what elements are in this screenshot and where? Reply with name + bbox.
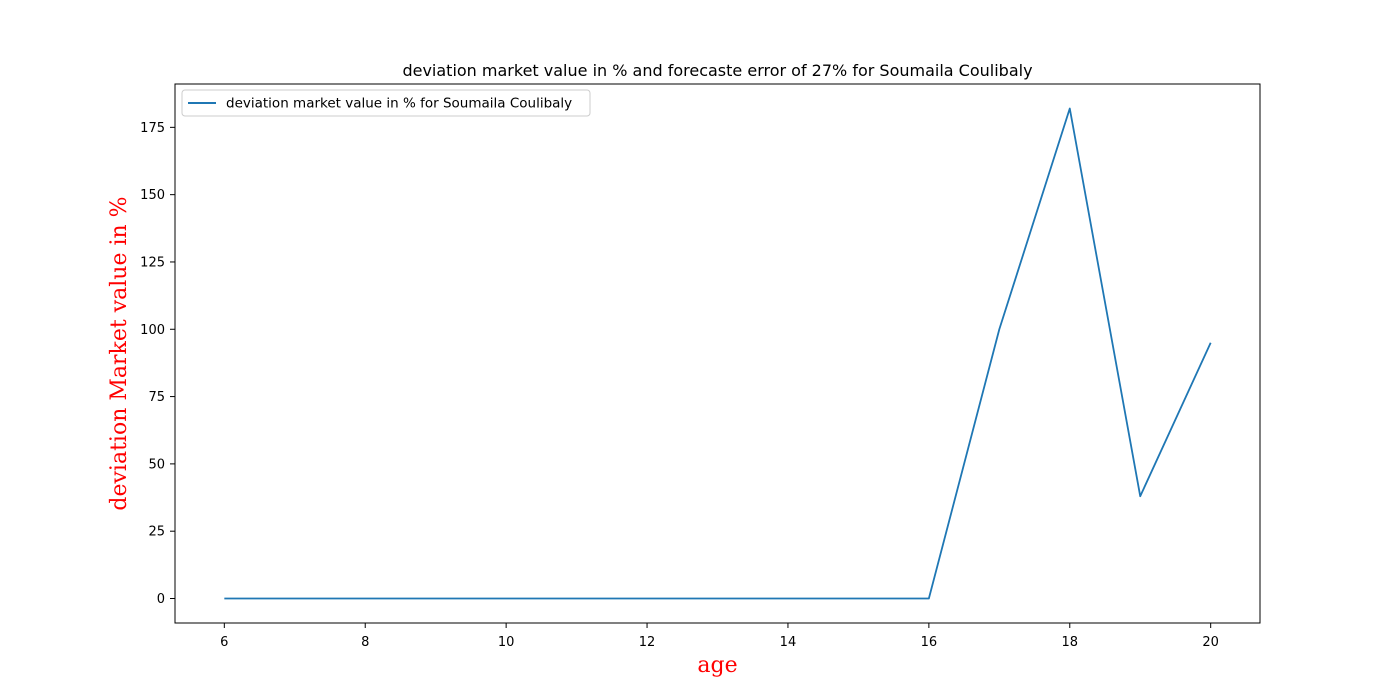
y-tick-label: 150 <box>140 188 165 203</box>
series-line-0 <box>224 107 1212 600</box>
x-tick-label: 10 <box>498 635 515 650</box>
legend-entry-label: deviation market value in % for Soumaila… <box>226 96 572 112</box>
x-tick-label: 6 <box>220 635 228 650</box>
y-tick-label: 0 <box>157 592 165 607</box>
y-tick-label: 100 <box>140 323 165 338</box>
x-tick-label: 12 <box>639 635 656 650</box>
chart-title: deviation market value in % and forecast… <box>402 61 1032 80</box>
plot-frame <box>174 83 1261 624</box>
y-tick-label: 125 <box>140 255 165 270</box>
x-axis-label: age <box>697 653 737 678</box>
x-tick-label: 14 <box>780 635 797 650</box>
y-tick-label: 75 <box>148 390 165 405</box>
y-tick-label: 50 <box>148 457 165 472</box>
x-tick-label: 16 <box>921 635 938 650</box>
plot-area <box>175 84 1260 623</box>
x-tick-label: 20 <box>1202 635 1219 650</box>
legend-box <box>181 89 591 117</box>
y-tick-label: 175 <box>140 121 165 136</box>
y-axis-label: deviation Market value in % <box>107 196 132 510</box>
x-tick-label: 8 <box>361 635 369 650</box>
x-tick-label: 18 <box>1061 635 1078 650</box>
legend: deviation market value in % for Soumaila… <box>181 89 591 117</box>
axis-ticks: 6 8 10 12 14 16 18 20 0 25 50 75 100 125 150 175 <box>140 121 1219 650</box>
y-tick-label: 25 <box>148 525 165 540</box>
series-lines <box>224 107 1212 600</box>
